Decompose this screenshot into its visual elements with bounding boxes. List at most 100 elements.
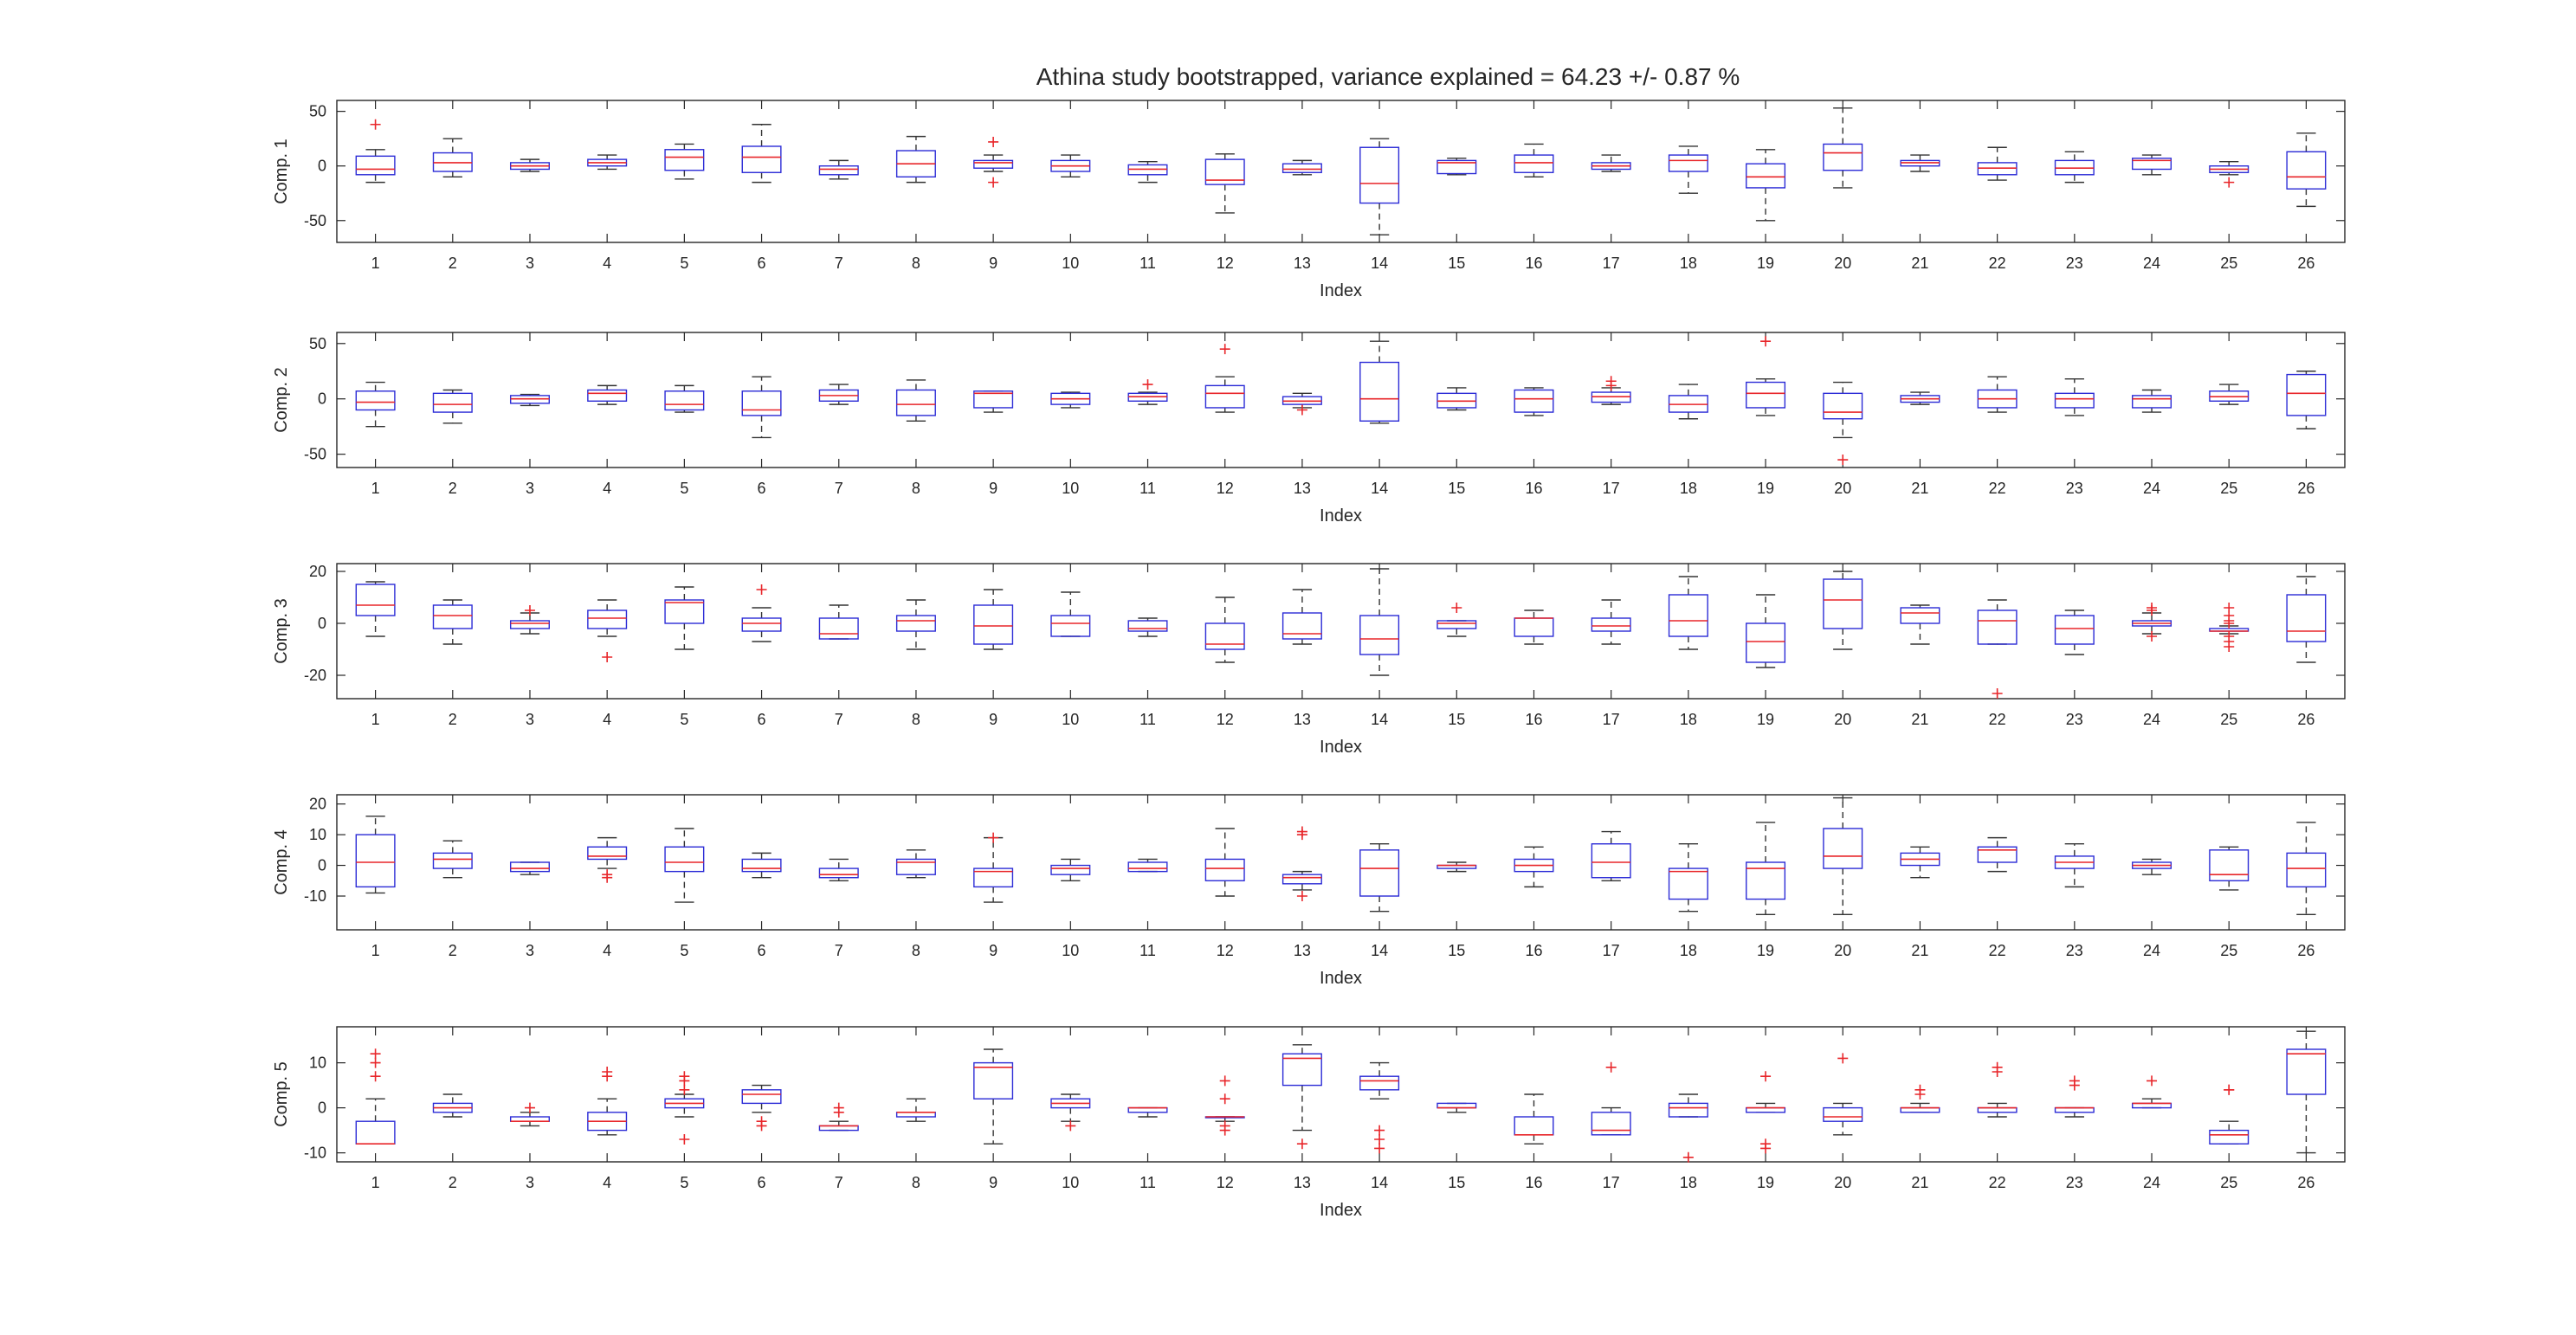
outlier-marker [2224,618,2235,629]
y-tick-label: 10 [309,826,326,843]
x-tick-label: 1 [371,255,380,272]
y-tick-label: 0 [318,158,326,175]
x-tick-label: 24 [2143,480,2160,497]
iqr-box [432,392,473,413]
iqr-box [818,867,859,879]
box-9: 9 [973,332,1014,497]
box-26: 26 [2286,1027,2327,1191]
box-7: 7 [818,1027,859,1191]
x-tick-label: 4 [603,255,611,272]
box-13: 13 [1282,564,1322,728]
box-3: 3 [509,564,550,728]
outlier-marker [1605,380,1617,391]
outlier-marker [2224,177,2235,188]
box-20: 20 [1823,100,1863,272]
iqr-box [355,584,396,616]
x-tick-label: 4 [603,711,611,728]
y-tick-label: -50 [304,446,326,463]
x-tick-label: 15 [1448,255,1465,272]
y-tick-label: -10 [304,887,326,905]
iqr-box [1591,1112,1631,1136]
iqr-box [1977,846,2018,863]
iqr-box [355,390,396,411]
iqr-box [1668,867,1708,900]
x-tick-label: 12 [1217,480,1234,497]
x-tick-label: 16 [1525,1174,1542,1191]
iqr-box [818,617,859,640]
outlier-marker [1219,1093,1230,1105]
box-11: 11 [1127,1027,1168,1191]
box-24: 24 [2132,1027,2172,1191]
box-5: 5 [664,332,705,497]
x-tick-label: 14 [1371,255,1388,272]
outlier-marker [1837,455,1849,466]
x-tick-label: 8 [912,942,920,959]
y-tick-label: 50 [309,335,326,352]
box-17: 17 [1591,332,1631,497]
outlier-marker [1605,1061,1617,1073]
x-tick-label: 22 [1989,711,2006,728]
outlier-marker [1374,1125,1385,1136]
x-tick-label: 7 [835,255,843,272]
iqr-box [1436,159,1477,175]
axes-frame [336,563,2346,700]
iqr-box [1823,1106,1863,1122]
iqr-box [1668,154,1708,172]
outlier-marker [1760,1071,1772,1082]
iqr-box [1359,1075,1400,1091]
x-tick-label: 10 [1062,1174,1079,1191]
iqr-box [587,609,628,629]
iqr-box [1204,622,1245,650]
x-tick-label: 6 [758,711,766,728]
box-11: 11 [1127,795,1168,959]
iqr-box [1050,864,1091,875]
iqr-box [1591,617,1631,632]
x-tick-label: 14 [1371,711,1388,728]
x-tick-label: 25 [2220,480,2237,497]
box-2: 2 [432,1027,473,1191]
box-13: 13 [1282,100,1322,272]
iqr-box [895,615,936,632]
box-2: 2 [432,795,473,959]
x-tick-label: 17 [1603,255,1620,272]
x-tick-label: 19 [1757,1174,1774,1191]
x-tick-label: 20 [1834,711,1851,728]
x-axis-label: Index [1320,281,1362,300]
box-19: 19 [1746,564,1786,728]
box-3: 3 [509,1027,550,1191]
iqr-box [1282,874,1322,885]
x-tick-label: 2 [449,480,457,497]
x-tick-label: 12 [1217,255,1234,272]
x-tick-label: 23 [2066,255,2083,272]
outlier-marker [2224,642,2235,652]
x-tick-label: 9 [989,1174,997,1191]
iqr-box [1282,612,1322,640]
iqr-box [509,861,550,873]
box-11: 11 [1127,100,1168,272]
iqr-box [973,159,1014,169]
box-11: 11 [1127,564,1168,728]
box-12: 12 [1204,564,1245,728]
box-22: 22 [1977,1027,2018,1191]
box-20: 20 [1823,332,1863,497]
box-26: 26 [2286,564,2327,728]
x-tick-label: 23 [2066,711,2083,728]
x-tick-label: 15 [1448,711,1465,728]
x-tick-label: 26 [2297,942,2315,959]
y-axis-label: Comp. 1 [272,139,291,204]
box-3: 3 [509,100,550,272]
x-tick-label: 9 [989,480,997,497]
iqr-box [664,846,705,873]
x-tick-label: 3 [526,711,534,728]
box-6: 6 [741,100,782,272]
box-16: 16 [1514,100,1554,272]
iqr-box [1900,607,1940,624]
box-17: 17 [1591,795,1631,959]
iqr-box [1668,1102,1708,1118]
box-17: 17 [1591,1027,1631,1191]
outlier-marker [679,1084,690,1095]
axes-frame [336,1026,2346,1163]
